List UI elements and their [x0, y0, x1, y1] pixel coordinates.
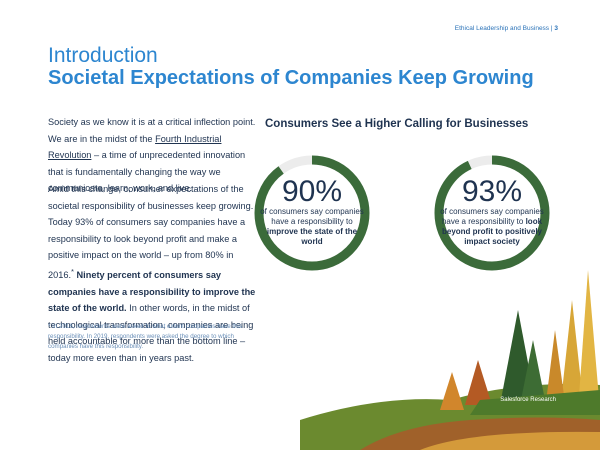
tree — [440, 372, 464, 410]
caption: of consumers say companies have a respon… — [439, 207, 545, 247]
value-label: 90% — [281, 175, 343, 208]
header: Ethical Leadership and Business | 3 — [454, 25, 558, 32]
text: In other words, in the midst of technolo… — [48, 303, 254, 363]
paragraph: Society as we know it is at a critical i… — [48, 114, 260, 197]
value-label: 93% — [461, 175, 523, 208]
footnote: * In 2016, respondents were asked to wha… — [48, 323, 242, 350]
rings — [254, 155, 550, 271]
tree — [520, 340, 546, 405]
tree — [545, 330, 566, 410]
page-number: 3 — [554, 25, 558, 32]
text: Amid this change, consumer expectations … — [48, 184, 254, 281]
chart-title: Consumers See a Higher Calling for Busin… — [265, 118, 529, 130]
ground — [470, 390, 600, 415]
donut-arc — [434, 155, 550, 271]
paragraph: Amid this change, consumer expectations … — [48, 181, 260, 367]
credit: Salesforce Research — [500, 397, 556, 403]
caption-text: of consumers say companies have a respon… — [260, 207, 364, 226]
link[interactable]: Fourth Industrial Revolution — [48, 133, 222, 161]
donut-arc — [254, 155, 370, 271]
caption-bold: improve the state of the world — [266, 227, 358, 246]
text: Society as we know it is at a critical i… — [48, 117, 256, 144]
footnote-mark: * — [71, 266, 74, 276]
path — [420, 431, 600, 450]
section: Ethical Leadership and Business — [454, 25, 550, 32]
kicker: Introduction — [48, 44, 158, 67]
caption: of consumers say companies have a respon… — [259, 207, 365, 247]
caption-text: of consumers say companies have a respon… — [440, 207, 544, 226]
tree — [578, 270, 600, 410]
text: – a time of unprecedented innovation tha… — [48, 150, 246, 194]
caption-bold: look beyond profit to positively impact … — [441, 217, 543, 246]
tree — [560, 300, 584, 410]
tree — [465, 360, 492, 405]
bold-text: Ninety percent of consumers say companie… — [48, 270, 256, 314]
title: Societal Expectations of Companies Keep … — [48, 67, 534, 89]
